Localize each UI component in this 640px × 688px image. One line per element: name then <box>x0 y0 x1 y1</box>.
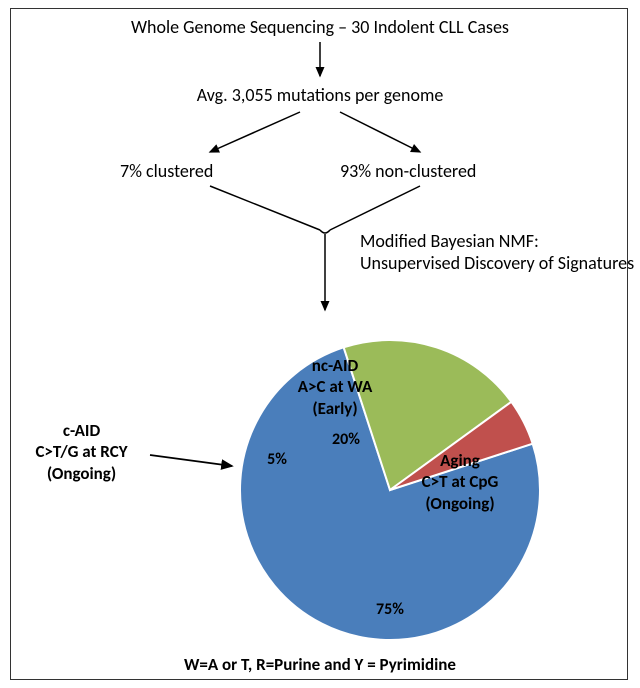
pie-label-aging: AgingC>T at CpG(Ongoing) <box>390 450 530 514</box>
footnote: W=A or T, R=Purine and Y = Pyrimidine <box>0 654 640 675</box>
pie-label-c-aid-external: c-AIDC>T/G at RCY(Ongoing) <box>14 420 149 484</box>
pie-pct-c-aid: 5% <box>252 450 302 470</box>
pie-label-nc-aid: nc-AIDA>C at WA(Early) <box>275 355 395 419</box>
pie-pct-nc-aid: 20% <box>316 430 376 450</box>
pie-pct-aging: 75% <box>360 600 420 620</box>
